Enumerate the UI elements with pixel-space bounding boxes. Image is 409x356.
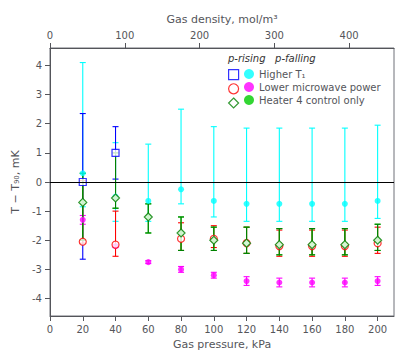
- svg-text:100: 100: [115, 30, 134, 41]
- svg-text:-4: -4: [32, 293, 42, 304]
- svg-text:2: 2: [36, 118, 42, 129]
- svg-text:300: 300: [265, 30, 284, 41]
- svg-text:0: 0: [36, 177, 42, 188]
- svg-text:Lower microwave power: Lower microwave power: [259, 82, 382, 93]
- svg-text:3: 3: [36, 89, 42, 100]
- svg-text:40: 40: [109, 324, 122, 335]
- svg-text:400: 400: [340, 30, 359, 41]
- svg-text:140: 140: [270, 324, 289, 335]
- svg-text:Higher T₁: Higher T₁: [259, 69, 306, 80]
- svg-text:1: 1: [36, 147, 42, 158]
- svg-text:0: 0: [47, 30, 53, 41]
- svg-text:-3: -3: [32, 264, 42, 275]
- svg-text:20: 20: [76, 324, 89, 335]
- svg-text:Heater 4 control only: Heater 4 control only: [259, 95, 365, 106]
- svg-text:100: 100: [204, 324, 223, 335]
- svg-text:T − T₉₀, mK: T − T₉₀, mK: [9, 150, 22, 215]
- svg-text:200: 200: [368, 324, 387, 335]
- svg-text:-2: -2: [32, 235, 42, 246]
- svg-text:4: 4: [36, 60, 42, 71]
- svg-text:-1: -1: [32, 206, 42, 217]
- svg-text:Gas pressure, kPa: Gas pressure, kPa: [173, 338, 271, 351]
- svg-text:160: 160: [303, 324, 322, 335]
- svg-text:180: 180: [335, 324, 354, 335]
- svg-text:0: 0: [47, 324, 53, 335]
- svg-text:80: 80: [175, 324, 188, 335]
- svg-text:60: 60: [142, 324, 155, 335]
- svg-text:200: 200: [190, 30, 209, 41]
- svg-text:p-rising p-falling: p-rising p-falling: [227, 53, 316, 64]
- svg-text:Gas density, mol/m³: Gas density, mol/m³: [166, 13, 277, 26]
- svg-text:120: 120: [237, 324, 256, 335]
